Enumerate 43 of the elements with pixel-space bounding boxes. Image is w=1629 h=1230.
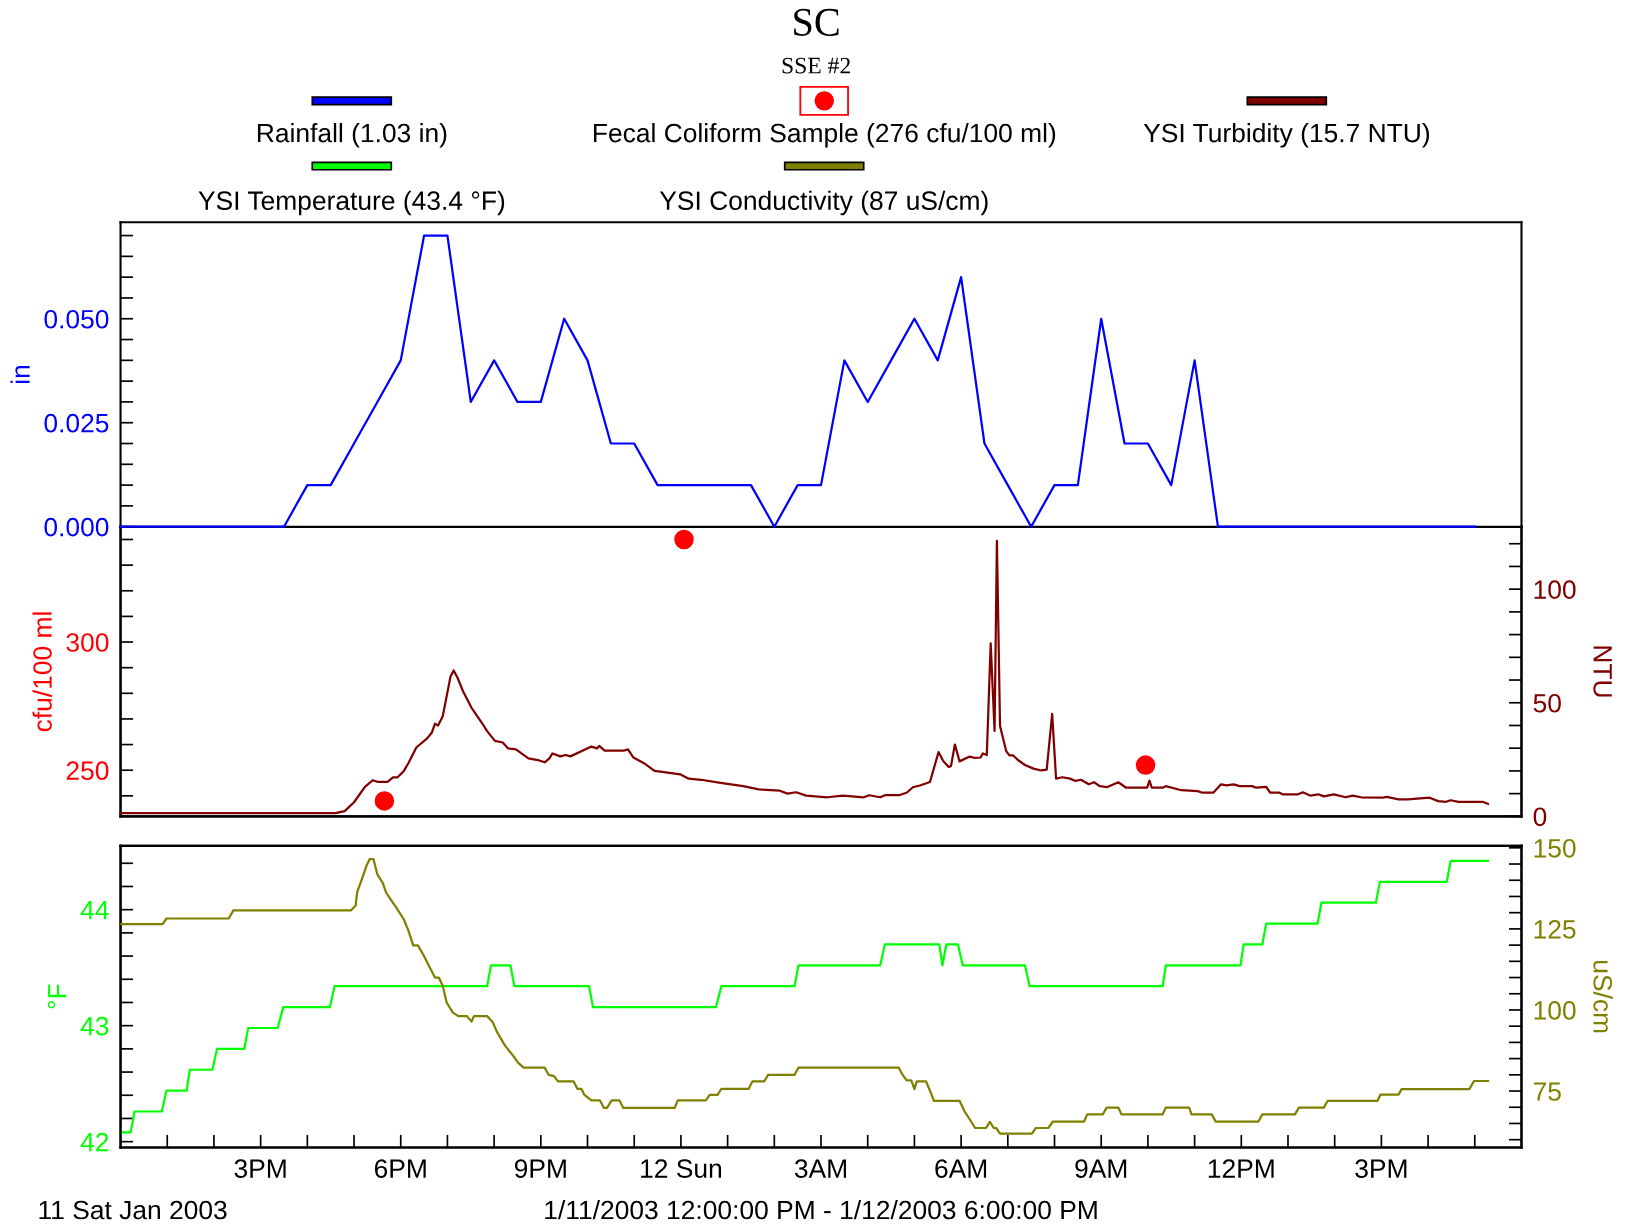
text: 1/11/2003 12:00:00 PM - 1/12/2003 6:00:00 PM — [545, 1199, 1097, 1220]
x-tick-label: 3PM — [234, 1159, 286, 1178]
y-tick-label: 0.025 — [44, 413, 109, 433]
y-tick-label: 300 — [66, 633, 109, 652]
y2-tick-label: 50 — [1533, 693, 1561, 713]
point — [1135, 755, 1156, 775]
y-axis-title: in — [10, 365, 30, 383]
point — [374, 791, 395, 811]
line-series — [119, 234, 1476, 528]
text: 11 Sat Jan 2003 — [39, 1200, 227, 1220]
y2-tick-label: 75 — [1533, 1082, 1561, 1101]
y-tick-label: 43 — [80, 1016, 109, 1036]
chart-subtitle: SSE #2 — [782, 57, 850, 74]
x-tick-label: 12PM — [1208, 1159, 1274, 1178]
y-axis-title: cfu/100 ml — [32, 612, 52, 732]
y-tick-label: 42 — [80, 1132, 109, 1152]
y2-axis-title: NTU — [1593, 646, 1612, 697]
y-tick-label: 250 — [66, 761, 109, 781]
line-series — [119, 539, 1490, 815]
x-tick-label: 9PM — [514, 1159, 566, 1178]
x-tick-label: 6AM — [935, 1159, 987, 1178]
y2-tick-label: 125 — [1534, 920, 1576, 939]
x-tick-label: 6PM — [374, 1159, 426, 1178]
x-tick-label: 9AM — [1075, 1159, 1127, 1178]
legend-label: YSI Turbidity (15.7 NTU) — [1143, 123, 1429, 148]
x-tick-label: 3AM — [794, 1159, 846, 1178]
y-axis-title: °F — [47, 984, 67, 1009]
y-tick-label: 44 — [80, 901, 109, 920]
y-tick-label: 0.050 — [44, 309, 109, 329]
x-tick-label: 12 Sun — [641, 1159, 722, 1178]
point — [674, 529, 694, 550]
x-tick-label: 3PM — [1355, 1159, 1407, 1178]
legend-label: YSI Temperature (43.4 °F) — [198, 190, 505, 216]
y2-tick-label: 100 — [1534, 580, 1576, 599]
y2-tick-label: 0 — [1533, 807, 1547, 827]
y2-tick-label: 100 — [1534, 1001, 1576, 1020]
y2-axis-title: uS/cm — [1593, 960, 1613, 1033]
chart-title: SC — [794, 8, 839, 36]
legend-label: YSI Conductivity (87 uS/cm) — [659, 190, 988, 216]
y-tick-label: 0.000 — [44, 517, 109, 537]
legend-label: Rainfall (1.03 in) — [257, 123, 447, 148]
legend-label: Fecal Coliform Sample (276 cfu/100 ml) — [594, 123, 1056, 148]
y2-tick-label: 150 — [1534, 838, 1576, 858]
